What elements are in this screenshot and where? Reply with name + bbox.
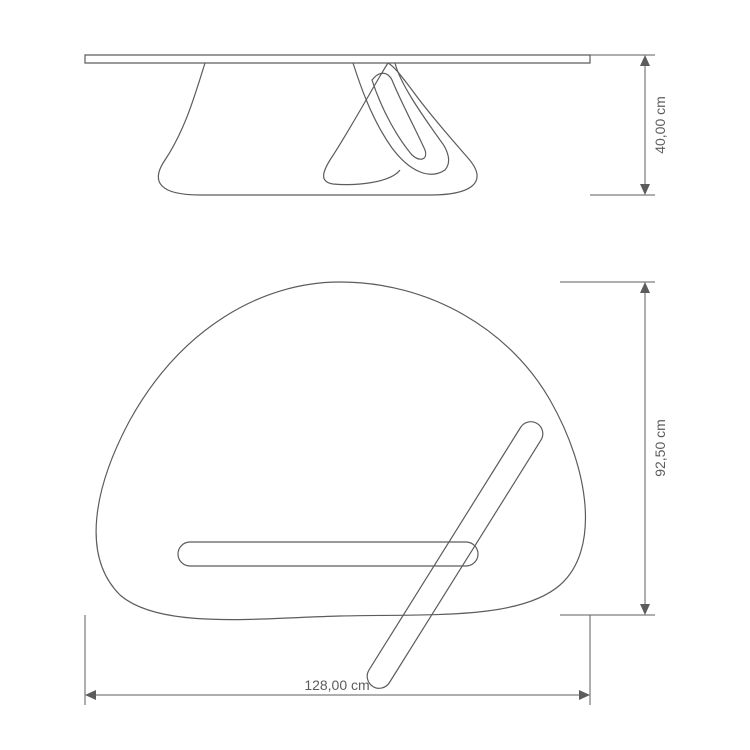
dimension-width: 128,00 cm [85, 615, 590, 705]
base-leg-left [158, 63, 477, 195]
side-elevation-view [85, 55, 590, 195]
tabletop-edge [85, 55, 590, 63]
dimension-side-height: 40,00 cm [590, 55, 668, 195]
top-height-label: 92,50 cm [652, 419, 668, 477]
leg-horizontal [178, 542, 478, 566]
tabletop-outline [96, 282, 585, 620]
width-label: 128,00 cm [304, 677, 369, 693]
top-plan-view [96, 282, 585, 693]
technical-drawing: 40,00 cm 92,50 cm 128,00 cm [0, 0, 750, 750]
base-leg-rear-inner [372, 73, 426, 159]
leg-diagonal [363, 417, 548, 693]
side-height-label: 40,00 cm [652, 96, 668, 154]
